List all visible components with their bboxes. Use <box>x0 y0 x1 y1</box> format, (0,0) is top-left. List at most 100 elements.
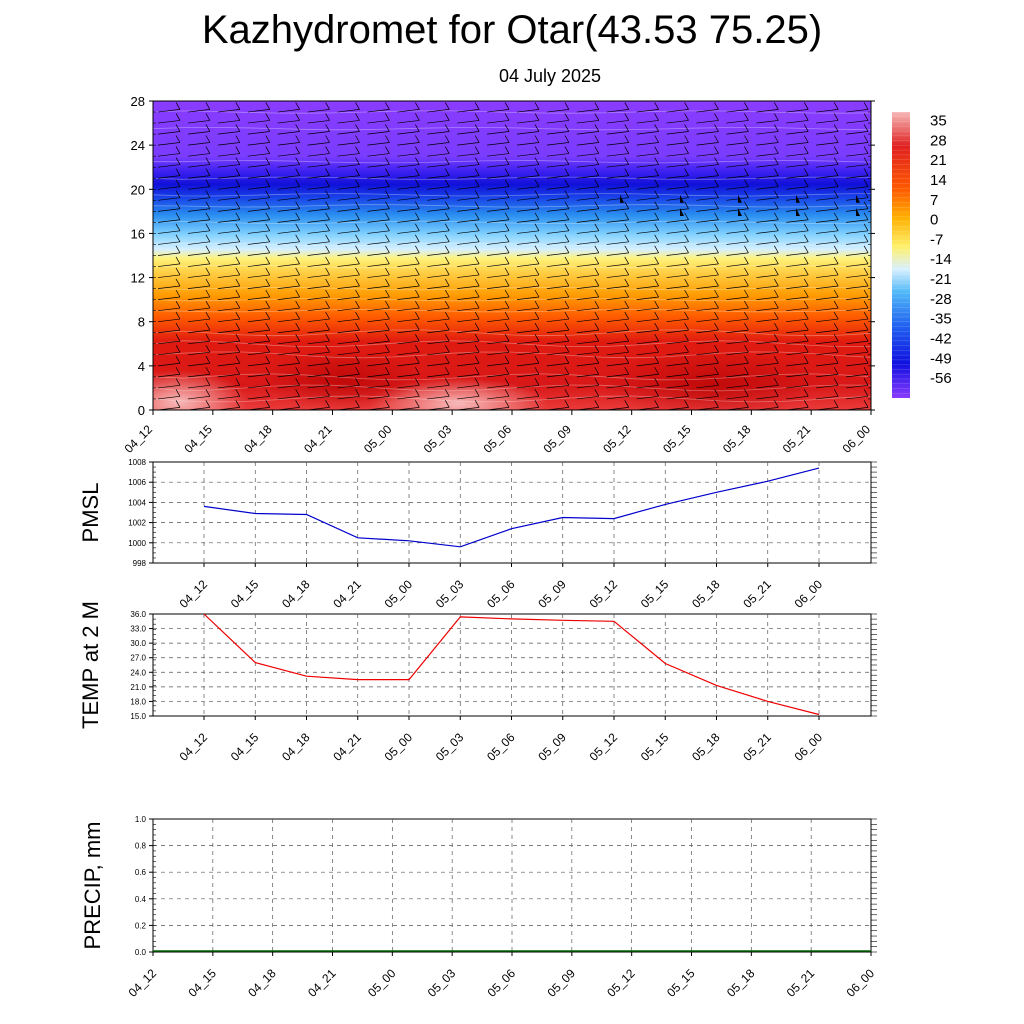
y-tick-label: 0.4 <box>135 895 147 904</box>
wind-barb-flag <box>295 146 300 154</box>
x-tick-label: 05_03 <box>433 577 467 611</box>
wind-barb <box>846 175 869 179</box>
wind-barb-flag <box>714 311 719 320</box>
wind-barb-flag <box>325 146 330 154</box>
wind-barb <box>576 230 599 234</box>
y-tick-label: 0.2 <box>135 921 147 930</box>
wind-barb <box>606 362 629 367</box>
wind-barb <box>337 351 360 356</box>
wind-barb-flag <box>444 311 450 320</box>
wind-barb <box>756 219 779 223</box>
wind-barb-flag <box>684 367 689 375</box>
wind-barb <box>816 241 839 245</box>
wind-barb <box>187 109 210 113</box>
x-tick-label: 04_21 <box>330 577 364 611</box>
wind-barb-flag <box>624 201 630 209</box>
wind-barb <box>576 263 599 267</box>
wind-barb-flag <box>833 367 839 375</box>
wind-barb <box>277 340 300 345</box>
wind-barb-flag <box>803 223 809 231</box>
wind-barb <box>277 164 300 168</box>
wind-barb-flag <box>325 400 330 408</box>
wind-barb <box>187 164 210 168</box>
wind-barb-flag <box>265 378 271 386</box>
wind-barb-flag <box>684 157 689 165</box>
wind-barb <box>217 296 240 300</box>
wind-barb-flag <box>774 113 779 121</box>
wind-barb <box>696 197 719 201</box>
wind-barb-flag <box>534 300 540 309</box>
wind-barb <box>666 285 689 289</box>
wind-barb <box>756 296 779 300</box>
wind-barb-flag <box>833 300 839 309</box>
wind-barb <box>367 186 390 190</box>
wind-barb <box>846 153 869 157</box>
wind-barb <box>696 307 719 312</box>
wind-barb-flag <box>325 322 330 331</box>
wind-barb-flag <box>803 322 809 331</box>
wind-barb-flag <box>295 256 300 265</box>
wind-barb-flag <box>863 124 869 132</box>
wind-barb-flag <box>265 190 271 198</box>
wind-barb <box>756 120 779 124</box>
wind-barb <box>427 109 450 113</box>
colorbar-label: -21 <box>930 271 952 288</box>
wind-barb-flag <box>744 91 748 98</box>
wind-barb <box>367 131 390 135</box>
y-tick-label: 4 <box>138 359 145 374</box>
wind-barb <box>187 340 210 345</box>
wind-barb <box>516 296 540 300</box>
wind-barb-flag <box>444 223 450 231</box>
wind-barb-flag <box>534 311 540 320</box>
wind-barb <box>307 164 330 168</box>
wind-barb <box>397 208 420 212</box>
wind-barb <box>247 263 270 267</box>
wind-barb <box>187 197 210 201</box>
wind-barb <box>606 384 629 389</box>
wind-barb-flag <box>415 278 420 287</box>
wind-barb-flag <box>295 212 300 220</box>
wind-barb <box>726 230 749 234</box>
y-tick-label: 24 <box>131 138 145 153</box>
wind-barb <box>846 318 869 323</box>
wind-barb-flag <box>235 102 241 110</box>
wind-barb <box>516 230 540 234</box>
colorbar-label: -14 <box>930 251 952 268</box>
wind-barb-flag <box>774 168 779 176</box>
wind-barb <box>546 263 569 267</box>
wind-barb-flag <box>534 333 540 342</box>
wind-barb-flag <box>833 135 839 143</box>
wind-barb <box>546 384 569 389</box>
wind-barb-flag <box>474 311 480 320</box>
wind-barb-flag <box>803 356 809 364</box>
wind-barb <box>277 395 300 400</box>
wind-barb <box>427 274 450 278</box>
wind-barb <box>397 131 420 135</box>
wind-barb <box>726 395 749 400</box>
wind-barb <box>187 120 210 124</box>
wind-barb-flag <box>714 234 719 242</box>
wind-barb <box>786 362 809 367</box>
wind-barb-flag <box>564 146 570 154</box>
wind-barb-flag <box>325 201 330 209</box>
wind-barb <box>846 329 869 334</box>
wind-barb <box>307 362 330 367</box>
wind-barb <box>247 109 270 113</box>
wind-barb-flag <box>594 146 600 154</box>
wind-barb-flag <box>205 179 211 187</box>
wind-barb <box>846 263 869 267</box>
wind-barb-flag <box>444 267 450 276</box>
wind-barb-flag <box>744 311 749 320</box>
wind-barb-flag <box>774 367 779 375</box>
wind-barb <box>427 329 450 334</box>
colorbar-label: 21 <box>930 152 947 169</box>
wind-barb <box>337 307 360 312</box>
wind-barb <box>816 373 839 378</box>
wind-barb <box>307 263 330 267</box>
wind-barb <box>187 241 210 245</box>
wind-barb-flag <box>684 113 689 121</box>
wind-barb <box>457 164 480 168</box>
wind-barb <box>277 318 300 323</box>
wind-barb <box>756 274 779 278</box>
y-tick-label: 1.0 <box>135 815 147 824</box>
